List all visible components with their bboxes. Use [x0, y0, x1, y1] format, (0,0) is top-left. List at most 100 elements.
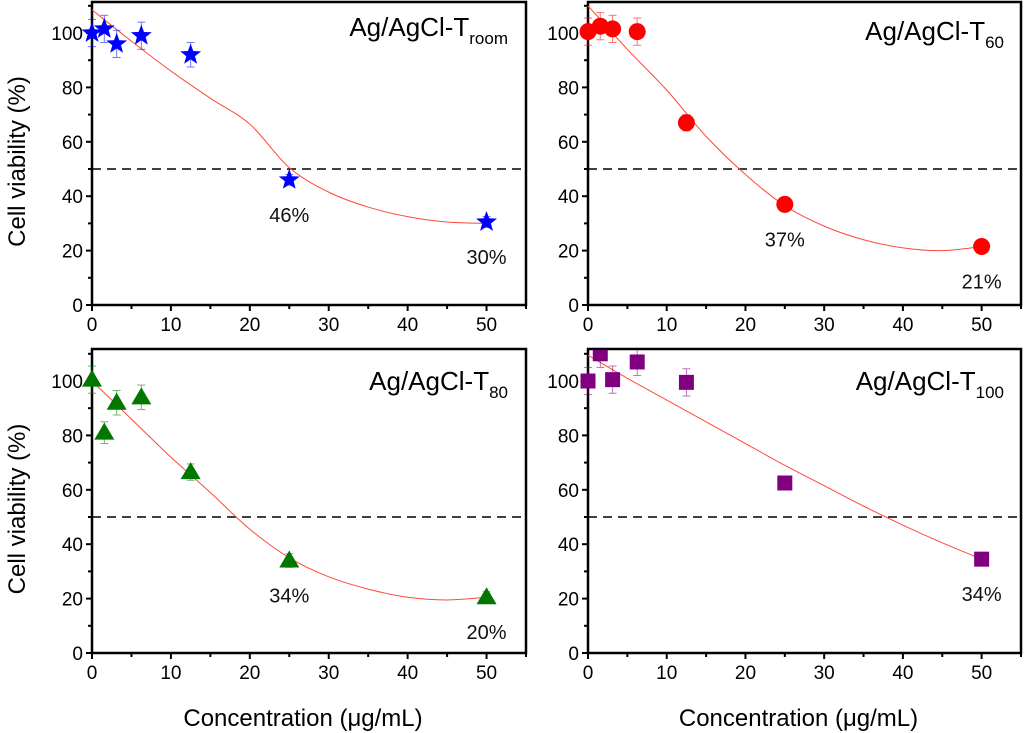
y-axis-title: Cell viability (%) — [4, 76, 31, 247]
y-tick-label: 60 — [558, 133, 579, 154]
panel-2: 0 20 40 60 80 100 0 10 20 30 40 50 37% 21% Ag/AgCl-T60 — [547, 0, 1023, 336]
triangle-marker — [82, 369, 102, 387]
square-marker — [629, 354, 645, 370]
x-tick-label: 50 — [971, 663, 992, 684]
square-marker — [580, 373, 596, 389]
x-tick-label: 20 — [735, 315, 756, 336]
x-tick-label: 0 — [583, 315, 594, 336]
value-annotation: 30% — [467, 247, 507, 269]
y-tick-label: 100 — [51, 24, 83, 45]
x-tick-label: 10 — [160, 663, 181, 684]
star-marker — [180, 43, 202, 64]
triangle-marker — [131, 387, 152, 405]
y-tick-label: 80 — [62, 78, 83, 99]
x-tick-label: 20 — [239, 315, 260, 336]
data-points — [82, 365, 497, 605]
square-marker — [605, 372, 621, 388]
circle-marker — [776, 195, 794, 213]
triangle-marker — [180, 462, 201, 480]
plot-frame — [586, 0, 1023, 307]
x-tick-label: 10 — [656, 315, 677, 336]
y-tick-label: 0 — [568, 296, 579, 317]
star-marker — [93, 17, 115, 38]
x-tick-label: 30 — [318, 663, 339, 684]
y-tick-label: 100 — [547, 24, 579, 45]
plot-frame — [90, 347, 528, 655]
x-tick-label: 20 — [735, 663, 756, 684]
square-marker — [974, 551, 990, 567]
x-axis-title: Concentration (μg/mL) — [183, 705, 422, 732]
circle-marker — [677, 114, 695, 132]
y-tick-label: 20 — [558, 242, 579, 263]
x-tick-label: 50 — [476, 315, 497, 336]
triangle-marker — [476, 587, 497, 605]
y-tick-label: 100 — [51, 372, 83, 393]
panel-title: Ag/AgCl-T80 — [369, 366, 508, 402]
y-tick-label: 40 — [558, 187, 579, 208]
value-annotation: 46% — [269, 205, 309, 227]
y-tick-label: 80 — [558, 78, 579, 99]
x-tick-label: 50 — [971, 315, 992, 336]
y-tick-label: 0 — [72, 296, 83, 317]
fit-curve — [91, 9, 487, 224]
y-tick-label: 0 — [72, 644, 83, 665]
y-tick-label: 80 — [62, 426, 83, 447]
y-tick-label: 60 — [558, 481, 579, 502]
value-annotation: 34% — [962, 584, 1002, 606]
star-marker — [278, 168, 300, 189]
panel-3: 0 20 40 60 80 100 0 10 20 30 40 50 34% 20% Ag/AgCl-T80… — [4, 347, 528, 732]
x-tick-label: 40 — [892, 663, 913, 684]
panel-1: 0 20 40 60 80 100 0 10 20 30 40 50 46% 30% Ag/AgCl-Tro… — [4, 0, 528, 336]
x-tick-label: 40 — [892, 315, 913, 336]
y-tick-label: 40 — [62, 535, 83, 556]
x-tick-label: 40 — [397, 663, 418, 684]
y-tick-label: 60 — [62, 133, 83, 154]
data-points — [81, 14, 497, 231]
square-marker — [592, 350, 608, 362]
value-annotation: 34% — [269, 586, 309, 608]
x-tick-label: 50 — [476, 663, 497, 684]
star-marker — [81, 22, 103, 42]
star-marker — [130, 24, 152, 45]
y-tick-label: 40 — [62, 187, 83, 208]
panel-title: Ag/AgCl-T60 — [865, 16, 1004, 52]
value-annotation: 37% — [765, 229, 805, 251]
x-axis-title: Concentration (μg/mL) — [679, 705, 918, 732]
value-annotation: 20% — [467, 622, 507, 644]
x-tick-label: 30 — [814, 663, 835, 684]
triangle-marker — [106, 392, 127, 410]
y-tick-label: 20 — [62, 590, 83, 611]
data-points — [580, 350, 990, 567]
y-tick-label: 80 — [558, 426, 579, 447]
circle-marker — [628, 23, 646, 41]
circle-marker — [604, 20, 622, 38]
x-tick-label: 20 — [239, 663, 260, 684]
y-tick-label: 100 — [547, 372, 579, 393]
x-tick-label: 40 — [397, 315, 418, 336]
x-tick-label: 10 — [656, 663, 677, 684]
x-tick-label: 10 — [160, 315, 181, 336]
y-tick-label: 20 — [62, 242, 83, 263]
plot-frame — [90, 0, 528, 307]
panel-title: Ag/AgCl-T100 — [856, 366, 1004, 402]
y-axis-title: Cell viability (%) — [4, 424, 31, 595]
y-tick-label: 40 — [558, 535, 579, 556]
x-tick-label: 0 — [87, 663, 98, 684]
circle-marker — [973, 238, 991, 256]
square-marker — [777, 475, 793, 491]
y-tick-label: 60 — [62, 481, 83, 502]
value-annotation: 21% — [962, 272, 1002, 294]
y-tick-label: 0 — [568, 644, 579, 665]
x-tick-label: 0 — [87, 315, 98, 336]
y-tick-label: 20 — [558, 590, 579, 611]
triangle-marker — [279, 550, 300, 568]
panel-4: 0 20 40 60 80 100 0 10 20 30 40 50 34% Ag/AgCl-T100 Co… — [547, 347, 1023, 732]
square-marker — [678, 374, 694, 390]
data-points — [579, 12, 991, 256]
x-tick-label: 0 — [583, 663, 594, 684]
fit-curve — [587, 354, 982, 560]
plot-frame — [586, 347, 1023, 655]
x-tick-label: 30 — [814, 315, 835, 336]
panel-title: Ag/AgCl-Troom — [349, 12, 508, 48]
